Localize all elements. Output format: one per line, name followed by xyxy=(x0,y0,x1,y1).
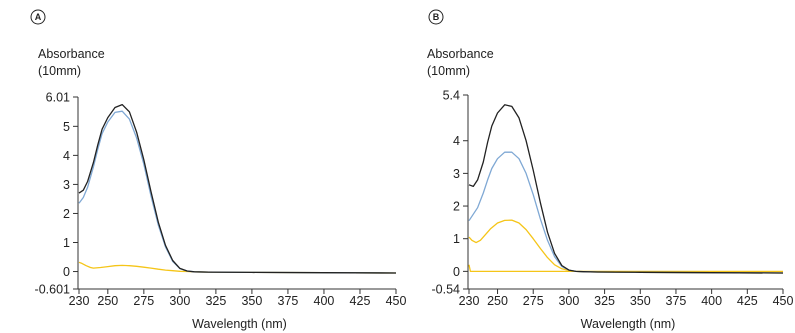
y-tick-label: -0.54 xyxy=(432,283,461,297)
x-axis-title: Wavelength (nm) xyxy=(581,317,676,331)
y-tick-label: 5.4 xyxy=(443,89,460,103)
y-axis-title-line1: Absorbance xyxy=(427,47,494,61)
panel-letter: B xyxy=(433,12,440,22)
y-tick-label: 1 xyxy=(63,236,70,250)
y-tick-label: 5 xyxy=(63,120,70,134)
x-tick-label: 250 xyxy=(97,294,118,308)
series-line-4 xyxy=(469,105,783,273)
y-tick-label: 3 xyxy=(453,167,460,181)
panel-b: B Absorbance (10mm) -0.54 0 1 2 3 4 5.4 230 250 275 3… xyxy=(427,10,793,331)
panel-a: A Absorbance (10mm) -0.601 0 1 2 3 4 5 6.01 230 250 2… xyxy=(31,10,406,331)
series-line-2 xyxy=(469,220,783,273)
y-axis-title-line2: (10mm) xyxy=(427,64,470,78)
x-tick-label: 425 xyxy=(737,294,758,308)
series-line-2 xyxy=(79,111,396,273)
x-tick-label: 375 xyxy=(666,294,687,308)
y-tick-label: -0.601 xyxy=(35,283,70,297)
series-line-1 xyxy=(79,262,396,273)
y-tick-label: 6.01 xyxy=(46,91,70,105)
x-tick-label: 450 xyxy=(386,294,407,308)
y-tick-label: 4 xyxy=(63,149,70,163)
y-tick-label: 2 xyxy=(453,200,460,214)
y-tick-label: 4 xyxy=(453,134,460,148)
x-tick-label: 425 xyxy=(350,294,371,308)
x-tick-label: 275 xyxy=(133,294,154,308)
x-tick-label: 230 xyxy=(69,294,90,308)
x-tick-label: 325 xyxy=(594,294,615,308)
y-tick-label: 3 xyxy=(63,178,70,192)
x-axis-title: Wavelength (nm) xyxy=(192,317,287,331)
y-tick-label: 0 xyxy=(63,265,70,279)
x-tick-label: 350 xyxy=(630,294,651,308)
x-tick-label: 400 xyxy=(701,294,722,308)
y-tick-label: 1 xyxy=(453,232,460,246)
x-tick-label: 300 xyxy=(169,294,190,308)
y-tick-label: 0 xyxy=(453,265,460,279)
x-tick-label: 275 xyxy=(523,294,544,308)
series-line-1 xyxy=(469,265,783,272)
x-tick-label: 400 xyxy=(314,294,335,308)
series-line-3 xyxy=(79,105,396,273)
x-tick-label: 375 xyxy=(278,294,299,308)
x-tick-label: 350 xyxy=(241,294,262,308)
x-tick-label: 250 xyxy=(487,294,508,308)
y-axis-title-line2: (10mm) xyxy=(38,64,81,78)
series-line-3 xyxy=(469,152,783,273)
x-tick-label: 325 xyxy=(205,294,226,308)
x-tick-label: 450 xyxy=(773,294,794,308)
y-axis-title-line1: Absorbance xyxy=(38,47,105,61)
y-tick-label: 2 xyxy=(63,207,70,221)
x-tick-label: 230 xyxy=(459,294,480,308)
x-tick-label: 300 xyxy=(558,294,579,308)
panel-letter: A xyxy=(35,12,42,22)
